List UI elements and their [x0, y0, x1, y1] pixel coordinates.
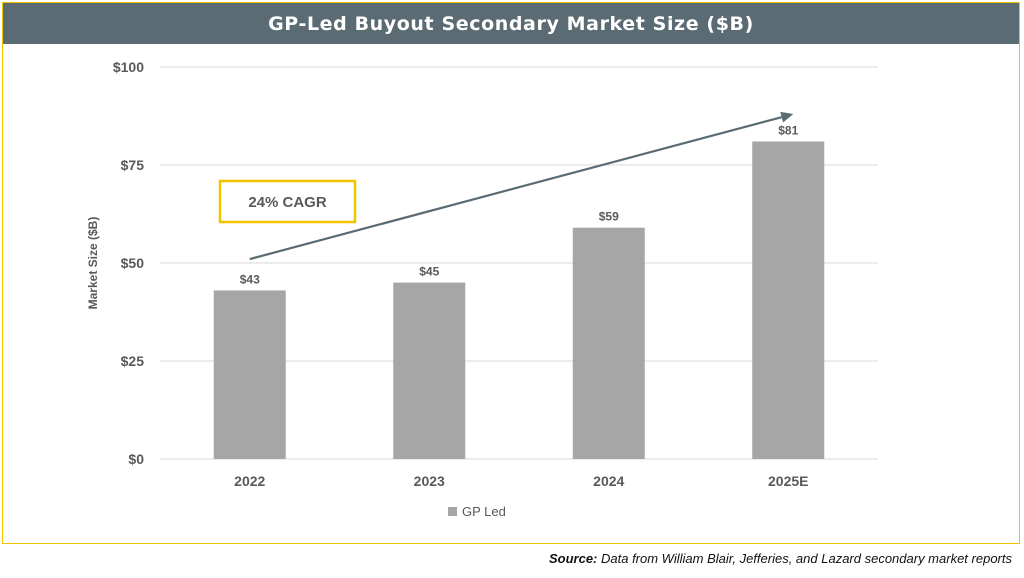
y-tick-label: $50 [121, 255, 145, 271]
y-tick-label: $75 [121, 157, 145, 173]
bar-chart: $0 $25 $50 $75 $100 Market Size ($B) $43 2022 $4… [86, 59, 878, 519]
bar-2024 [572, 227, 645, 459]
bar-2023 [393, 282, 466, 459]
cagr-arrow-line [249, 116, 782, 261]
y-tick-label: $25 [121, 353, 145, 369]
source-text: Data from William Blair, Jefferies, and … [597, 551, 1012, 566]
chart-title: GP-Led Buyout Secondary Market Size ($B) [3, 3, 1019, 44]
x-tick-label: 2025E [768, 473, 808, 489]
source-note: Source: Data from William Blair, Jefferi… [549, 551, 1012, 566]
x-tick-label: 2024 [593, 473, 624, 489]
x-tick-label: 2022 [234, 473, 265, 489]
bar-2025E [752, 141, 825, 460]
cagr-arrow-head [780, 111, 794, 123]
legend-label: GP Led [462, 504, 506, 519]
data-label: $43 [240, 272, 260, 286]
bar-2022 [213, 290, 286, 459]
y-axis-title: Market Size ($B) [86, 217, 100, 310]
data-label: $81 [778, 123, 798, 137]
legend-swatch [448, 507, 457, 516]
chart-frame: GP-Led Buyout Secondary Market Size ($B) [2, 2, 1020, 544]
cagr-callout-box [218, 179, 357, 224]
y-tick-label: $0 [128, 451, 144, 467]
data-label: $59 [599, 210, 619, 224]
data-label: $45 [419, 265, 439, 279]
source-label: Source: [548, 551, 598, 566]
x-tick-label: 2023 [414, 473, 445, 489]
y-tick-label: $100 [113, 59, 144, 75]
cagr-callout-text: 24% CAGR [248, 194, 327, 211]
